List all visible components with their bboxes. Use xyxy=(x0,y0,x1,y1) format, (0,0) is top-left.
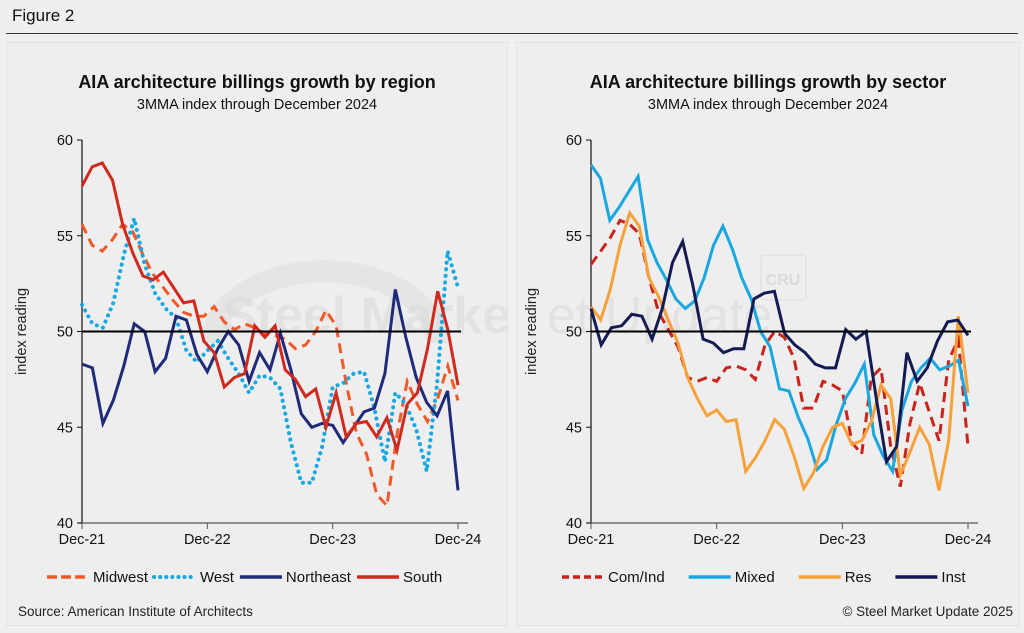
legend-item: Mixed xyxy=(688,569,775,586)
region-chart-panel: AIA architecture billings growth by regi… xyxy=(6,42,508,626)
watermark-badge-frame xyxy=(760,254,807,301)
sector-chart-panel: AIA architecture billings growth by sect… xyxy=(516,42,1020,626)
y-tick-label: 55 xyxy=(57,229,73,245)
region-chart: AIA architecture billings growth by regi… xyxy=(14,72,507,619)
watermark-badge: CRU xyxy=(766,272,801,289)
y-tick-label: 50 xyxy=(566,325,582,341)
legend-item: Com/Ind xyxy=(562,569,665,586)
legend-item: Northeast xyxy=(239,569,352,586)
series-line-res xyxy=(589,209,970,493)
y-axis-label: index reading xyxy=(14,288,30,375)
chart-subtitle: 3MMA index through December 2024 xyxy=(137,97,377,113)
legend-item: Res xyxy=(798,569,872,586)
x-tick-label: Dec-23 xyxy=(309,532,356,548)
series-line-inst xyxy=(589,237,970,466)
legend-label: Mixed xyxy=(735,569,775,586)
figure-label: Figure 2 xyxy=(12,6,75,25)
copyright-note: © Steel Market Update 2025 xyxy=(842,604,1013,619)
x-tick-label: Dec-21 xyxy=(568,532,615,548)
x-tick-label: Dec-24 xyxy=(435,532,482,548)
legend-label: Res xyxy=(845,569,872,586)
chart-subtitle: 3MMA index through December 2024 xyxy=(648,97,888,113)
x-tick-label: Dec-22 xyxy=(693,532,740,548)
legend-label: West xyxy=(200,569,235,586)
y-tick-label: 60 xyxy=(57,133,73,149)
legend-label: South xyxy=(403,569,442,586)
y-tick-label: 55 xyxy=(566,229,582,245)
y-tick-label: 60 xyxy=(566,133,582,149)
x-tick-label: Dec-21 xyxy=(59,532,106,548)
figure-divider xyxy=(6,33,1018,34)
legend-item: Midwest xyxy=(47,569,149,586)
y-tick-label: 40 xyxy=(566,516,582,532)
y-tick-label: 40 xyxy=(57,516,73,532)
series-line-west xyxy=(80,217,460,485)
y-tick-label: 45 xyxy=(57,420,73,436)
x-tick-label: Dec-23 xyxy=(819,532,866,548)
legend-item: Inst xyxy=(895,569,966,586)
y-tick-label: 45 xyxy=(566,420,582,436)
y-tick-label: 50 xyxy=(57,325,73,341)
legend-item: South xyxy=(356,569,442,586)
legend-item: West xyxy=(152,569,235,586)
series-line-mixed xyxy=(589,164,970,476)
source-note: Source: American Institute of Architects xyxy=(18,604,253,619)
x-tick-label: Dec-24 xyxy=(945,532,992,548)
watermark-swoosh-icon xyxy=(201,260,448,344)
chart-title: AIA architecture billings growth by regi… xyxy=(78,72,435,92)
watermark-text: Steel Market xyxy=(222,287,507,345)
legend-label: Inst xyxy=(941,569,966,586)
legend-label: Midwest xyxy=(93,569,149,586)
legend-label: Northeast xyxy=(286,569,352,586)
sector-chart: AIA architecture billings growth by sect… xyxy=(524,72,1013,619)
y-axis-label: index reading xyxy=(524,288,540,375)
series-line-comind xyxy=(589,218,970,487)
x-tick-label: Dec-22 xyxy=(184,532,231,548)
legend-label: Com/Ind xyxy=(608,569,665,586)
chart-title: AIA architecture billings growth by sect… xyxy=(590,72,946,92)
